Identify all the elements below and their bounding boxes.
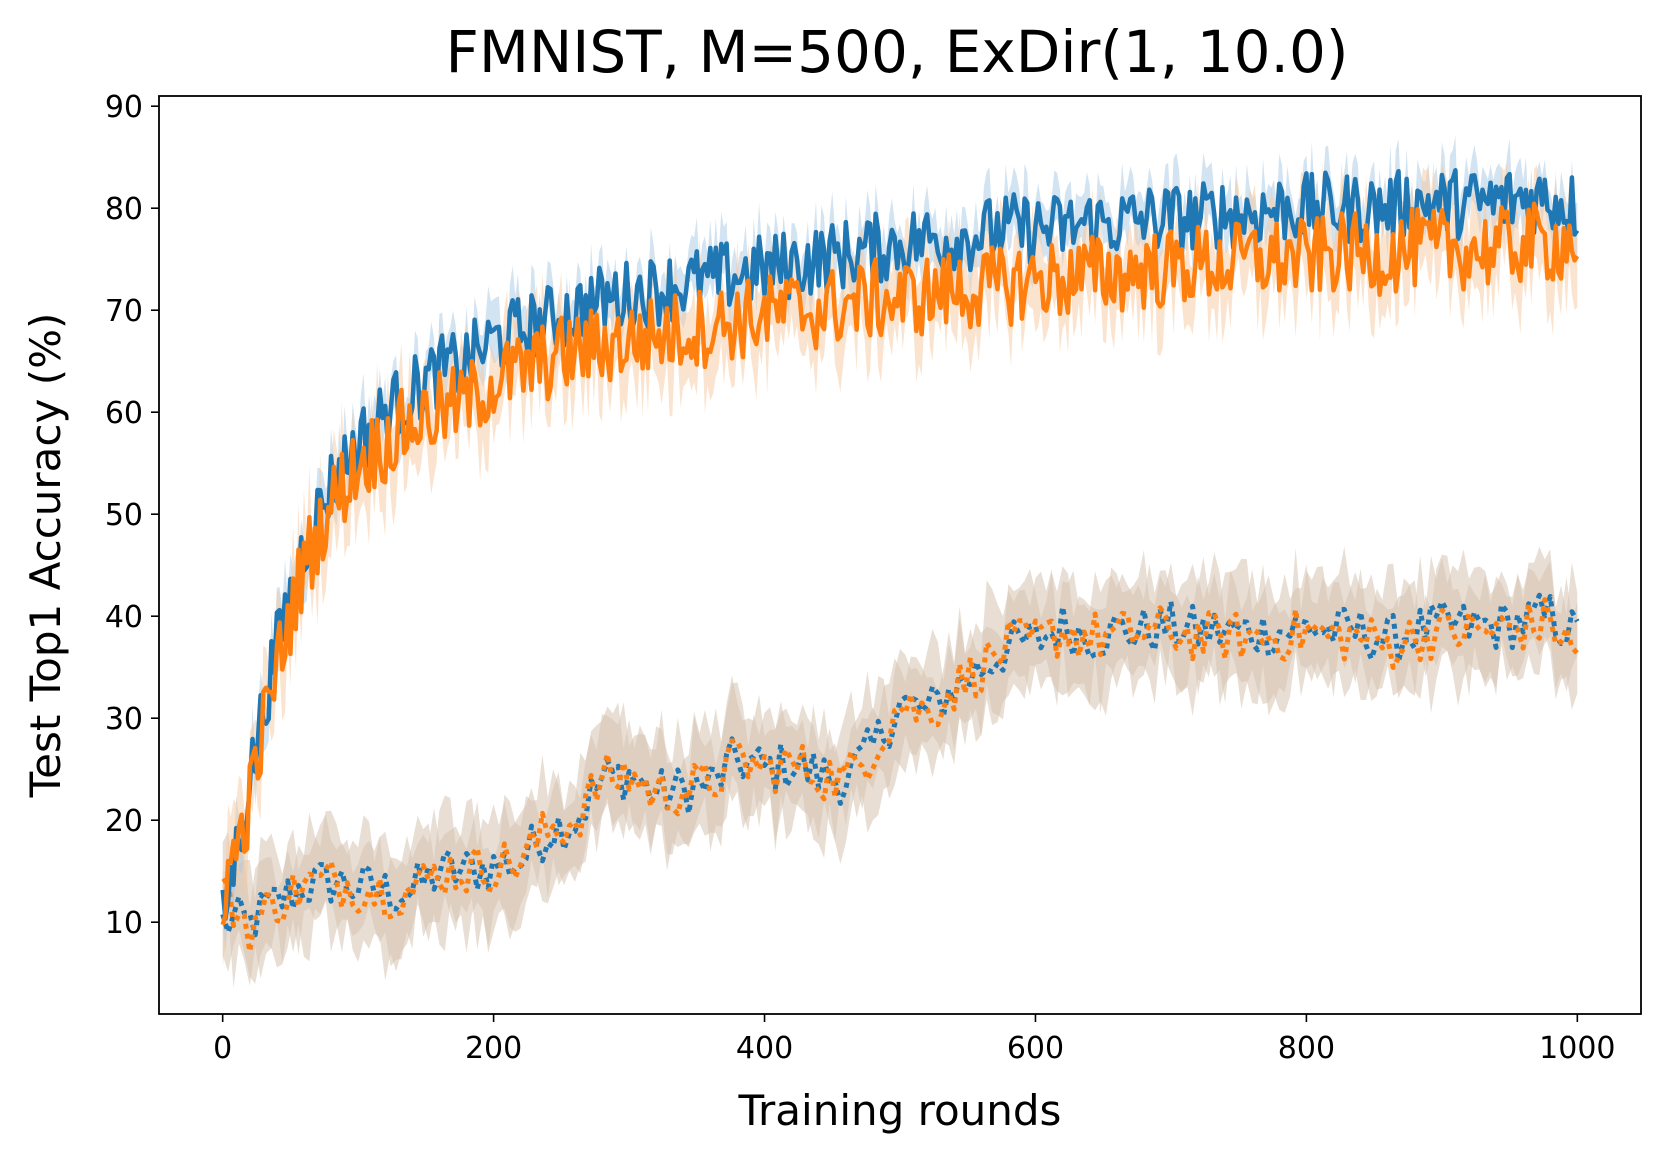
x-tick-label: 1000 bbox=[1539, 1031, 1615, 1066]
y-tick-label: 70 bbox=[105, 294, 143, 329]
solid-orange-band bbox=[222, 161, 1578, 967]
dotted-orange-line bbox=[221, 597, 1580, 954]
x-tick-label: 600 bbox=[1007, 1031, 1064, 1066]
solid-blue-line bbox=[220, 168, 1580, 921]
y-tick-label: 50 bbox=[105, 498, 143, 533]
y-tick-label: 20 bbox=[105, 804, 143, 839]
y-axis: 10 20 30 40 50 60 70 80 90 bbox=[105, 90, 159, 941]
chart-title: FMNIST, M=500, ExDir(1, 10.0) bbox=[446, 18, 1349, 86]
x-tick-label: 0 bbox=[213, 1031, 232, 1066]
y-tick-label: 60 bbox=[105, 396, 143, 431]
x-axis-label: Training rounds bbox=[738, 1086, 1062, 1135]
y-tick-label: 10 bbox=[105, 906, 143, 941]
x-tick-label: 400 bbox=[736, 1031, 793, 1066]
dotted-orange-band bbox=[222, 547, 1578, 988]
y-tick-label: 30 bbox=[105, 702, 143, 737]
x-tick-label: 800 bbox=[1278, 1031, 1335, 1066]
y-tick-label: 40 bbox=[105, 600, 143, 635]
y-axis-label: Test Top1 Accuracy (%) bbox=[21, 313, 70, 799]
series-lines bbox=[220, 168, 1580, 954]
plot-frame bbox=[158, 95, 1642, 1015]
y-tick-label: 90 bbox=[105, 90, 143, 125]
x-axis: 0 200 400 600 800 1000 bbox=[213, 1014, 1616, 1066]
solid-orange-line bbox=[220, 201, 1580, 926]
y-tick-label: 80 bbox=[105, 192, 143, 227]
x-tick-label: 200 bbox=[465, 1031, 522, 1066]
